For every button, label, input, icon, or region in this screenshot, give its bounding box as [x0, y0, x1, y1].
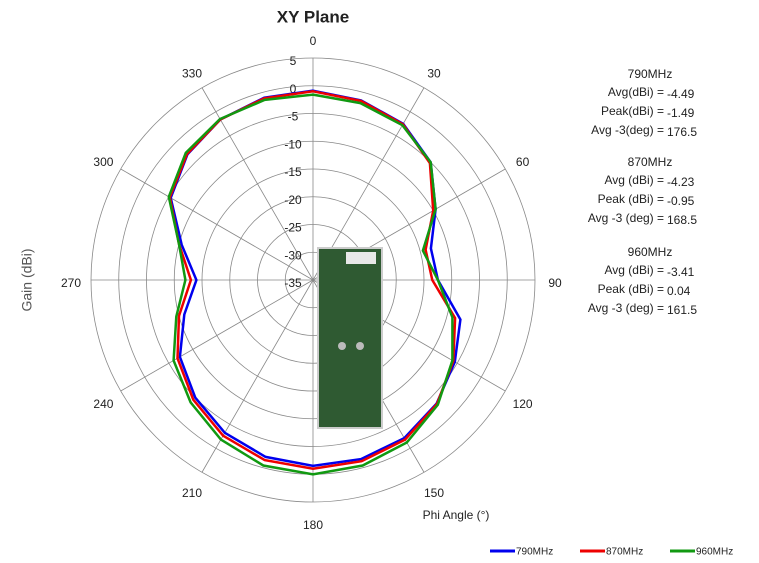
annotation-value: 168.5 — [667, 213, 697, 227]
r-tick-label: 5 — [290, 54, 297, 68]
annotation-heading: 870MHz — [628, 155, 673, 169]
annotation-label: Avg -3(deg) = — [591, 123, 664, 137]
chart-title: XY Plane — [277, 7, 349, 26]
grid — [91, 58, 535, 502]
theta-tick-label: 300 — [93, 155, 113, 169]
annotation-label: Avg(dBi) = — [608, 85, 664, 99]
spoke — [202, 280, 313, 472]
annotation-label: Peak (dBi) = — [598, 282, 664, 296]
annotation-value: 0.04 — [667, 284, 691, 298]
annotation-value: -3.41 — [667, 265, 695, 279]
r-tick-label: -25 — [284, 221, 302, 235]
theta-tick-label: 90 — [548, 276, 562, 290]
theta-tick-label: 0 — [310, 34, 317, 48]
antenna-photo — [318, 248, 382, 428]
r-tick-label: -20 — [284, 193, 302, 207]
r-tick-label: -30 — [284, 248, 302, 262]
annotation-heading: 790MHz — [628, 67, 673, 81]
legend-label: 960MHz — [696, 547, 733, 558]
annotation-value: -4.23 — [667, 175, 695, 189]
theta-tick-label: 120 — [513, 397, 533, 411]
spoke — [121, 280, 313, 391]
theta-tick-label: 240 — [93, 397, 113, 411]
r-tick-label: -10 — [284, 137, 302, 151]
annotation-label: Avg (dBi) = — [605, 173, 664, 187]
theta-tick-label: 210 — [182, 486, 202, 500]
legend-label: 790MHz — [516, 547, 553, 558]
annotation-value: 176.5 — [667, 125, 697, 139]
annotation-label: Peak (dBi) = — [598, 192, 664, 206]
r-tick-label: -15 — [284, 165, 302, 179]
annotation-label: Avg -3 (deg) = — [588, 211, 664, 225]
r-tick-label: -35 — [284, 276, 302, 290]
annotation-heading: 960MHz — [628, 245, 673, 259]
annotation-value: -4.49 — [667, 87, 695, 101]
annotation-value: -0.95 — [667, 194, 695, 208]
theta-tick-label: 180 — [303, 518, 323, 532]
chart: XY Plane Gain (dBi) Phi Angle (°) 50 -5 -1… — [0, 0, 759, 563]
annotation-label: Avg -3 (deg) = — [588, 301, 664, 315]
theta-tick-label: 330 — [182, 67, 202, 81]
angular-axis-label: Phi Angle (°) — [423, 508, 490, 522]
r-tick-label: -5 — [288, 110, 299, 124]
radial-axis-label: Gain (dBi) — [19, 248, 35, 311]
annotation-label: Avg (dBi) = — [605, 263, 664, 277]
annotation-label: Peak(dBi) = — [601, 104, 664, 118]
legend-label: 870MHz — [606, 547, 643, 558]
annotation-value: 161.5 — [667, 303, 697, 317]
theta-tick-label: 60 — [516, 155, 530, 169]
theta-tick-label: 270 — [61, 276, 81, 290]
annotation-value: -1.49 — [667, 106, 695, 120]
theta-tick-label: 150 — [424, 486, 444, 500]
theta-tick-label: 30 — [427, 67, 441, 81]
